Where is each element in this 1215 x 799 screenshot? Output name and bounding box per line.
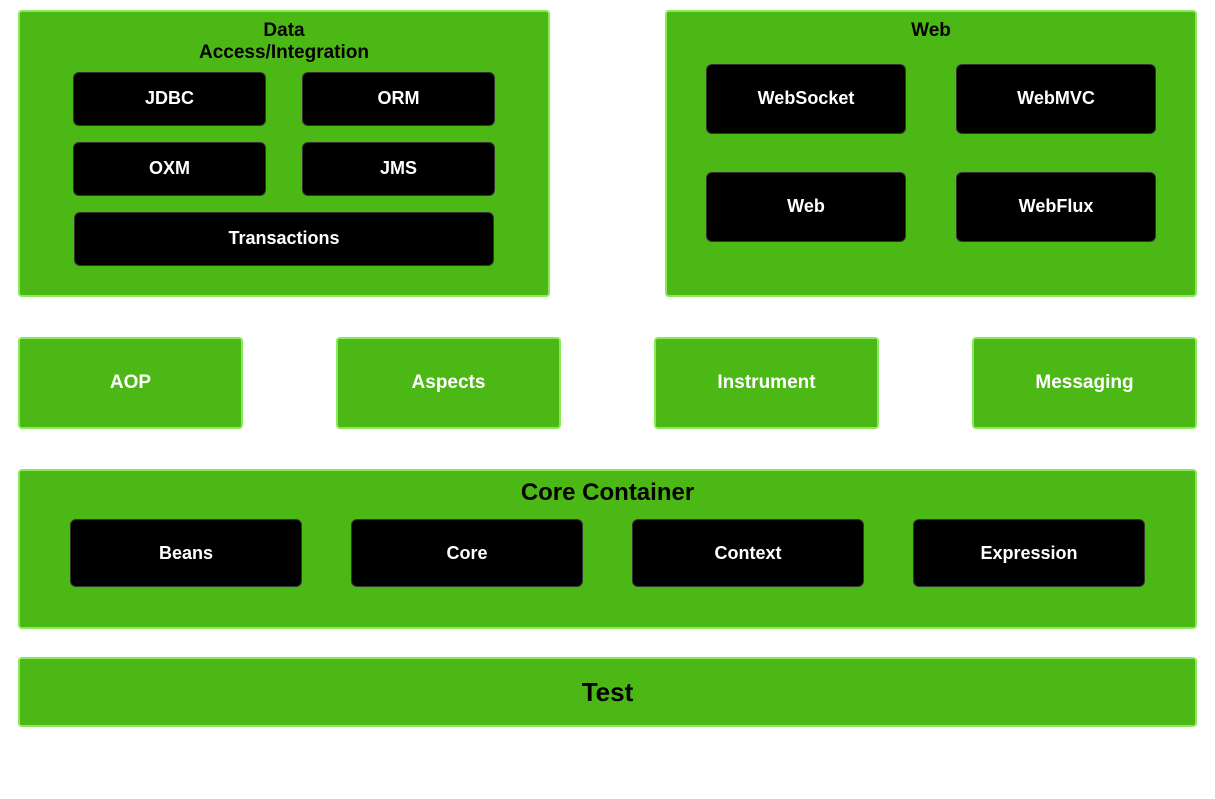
architecture-diagram: Data Access/Integration JDBC ORM OXM JMS Tra… [18, 10, 1197, 727]
core-container-items: Beans Core Context Expression [20, 519, 1195, 605]
core-container-group: Core Container Beans Core Context Expressio… [18, 469, 1197, 629]
data-node-orm: ORM [302, 72, 495, 126]
core-node-context: Context [632, 519, 864, 587]
test-layer: Test [18, 657, 1197, 727]
core-container-title: Core Container [521, 471, 694, 519]
data-node-jms: JMS [302, 142, 495, 196]
core-node-beans: Beans [70, 519, 302, 587]
core-node-core: Core [351, 519, 583, 587]
data-access-title: Data Access/Integration [199, 20, 369, 64]
web-node-websocket: WebSocket [706, 64, 906, 134]
web-node-webflux: WebFlux [956, 172, 1156, 242]
test-label: Test [582, 677, 634, 708]
data-node-transactions: Transactions [74, 212, 494, 266]
middle-row: AOP Aspects Instrument Messaging [18, 337, 1197, 429]
web-group: Web WebSocketWebMVCWebWebFlux [665, 10, 1197, 297]
mid-node-aop: AOP [18, 337, 243, 429]
data-node-jdbc: JDBC [73, 72, 266, 126]
mid-node-instrument: Instrument [654, 337, 879, 429]
web-title: Web [911, 20, 951, 42]
top-row: Data Access/Integration JDBC ORM OXM JMS Tra… [18, 10, 1197, 297]
data-access-group: Data Access/Integration JDBC ORM OXM JMS Tra… [18, 10, 550, 297]
web-node-web: Web [706, 172, 906, 242]
mid-node-aspects: Aspects [336, 337, 561, 429]
data-node-oxm: OXM [73, 142, 266, 196]
web-node-webmvc: WebMVC [956, 64, 1156, 134]
core-node-expression: Expression [913, 519, 1145, 587]
web-items: WebSocket WebMVC Web WebFlux [667, 64, 1195, 242]
mid-node-messaging: Messaging [972, 337, 1197, 429]
data-access-items: JDBC ORM OXM JMS Transactions [20, 72, 548, 266]
